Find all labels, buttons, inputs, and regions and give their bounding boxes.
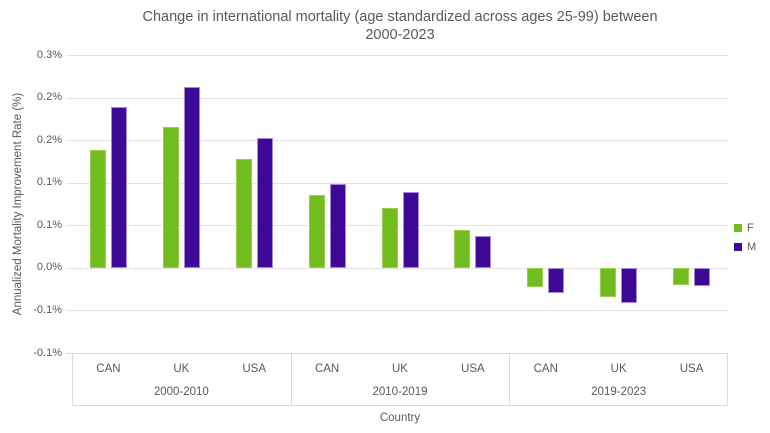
bar-f-can-2000-2010 [89, 150, 106, 268]
bar-f-usa-2010-2019 [454, 229, 471, 268]
bar-m-usa-2010-2019 [475, 236, 492, 268]
gridline [66, 182, 728, 184]
bar-f-uk-2000-2010 [162, 127, 179, 268]
chart-title-line1: Change in international mortality (age s… [142, 9, 658, 25]
legend-item-f: F [734, 222, 756, 234]
bar-f-usa-2000-2010 [235, 158, 252, 268]
country-label: USA [242, 363, 267, 375]
gridline [66, 97, 728, 99]
country-label: CAN [96, 363, 121, 375]
plot-area [66, 55, 728, 354]
country-label: UK [391, 363, 408, 375]
bar-m-usa-2019-2023 [694, 267, 711, 286]
x-axis-bottom-line [72, 405, 728, 406]
bar-f-uk-2019-2023 [600, 267, 617, 297]
bar-m-can-2010-2019 [329, 183, 346, 268]
bar-m-usa-2000-2010 [256, 137, 273, 268]
country-label: UK [173, 363, 190, 375]
country-label: USA [461, 363, 485, 375]
bar-m-uk-2000-2010 [183, 87, 200, 268]
y-tick-label: 0.2% [36, 133, 62, 146]
bar-m-uk-2010-2019 [402, 192, 419, 268]
bar-f-can-2019-2023 [527, 267, 544, 288]
y-tick-label: 0.0% [36, 261, 62, 274]
bar-f-usa-2019-2023 [673, 267, 690, 285]
gridline [66, 310, 728, 312]
group-separator [727, 353, 728, 405]
group-label: 2019-2023 [591, 386, 647, 398]
group-label: 2000-2010 [153, 386, 209, 398]
chart-title-line2: 2000-2023 [365, 27, 435, 43]
group-separator [72, 353, 73, 405]
legend-label-m: M [747, 241, 757, 253]
bar-m-uk-2019-2023 [621, 267, 638, 303]
country-label: USA [679, 363, 704, 375]
y-tick-label: 0.1% [36, 176, 62, 189]
country-label: UK [610, 363, 627, 375]
gridline [66, 353, 728, 354]
legend-swatch-f [734, 224, 742, 232]
country-label: CAN [314, 363, 340, 375]
legend-label-f: F [747, 222, 754, 234]
bar-f-uk-2010-2019 [381, 208, 398, 268]
country-label: CAN [533, 363, 558, 375]
y-tick-label: 0.3% [36, 48, 62, 61]
gridline [66, 140, 728, 142]
y-tick-label: 0.1% [36, 218, 62, 231]
bar-f-can-2010-2019 [308, 195, 325, 268]
group-label: 2010-2019 [372, 386, 428, 398]
x-axis: CAN UK USA CAN UK USA CAN UK USA 2000-2010 2010-20… [72, 353, 728, 406]
chart-title: Change in international mortality (age s… [100, 8, 700, 44]
group-separator [509, 353, 511, 405]
y-tick-label: -0.1% [33, 346, 62, 359]
gridline [66, 267, 728, 269]
bar-m-can-2000-2010 [110, 106, 127, 268]
gridline [66, 55, 728, 56]
x-axis-title: Country [379, 412, 421, 424]
group-separator [290, 353, 292, 405]
legend-swatch-m [734, 243, 742, 251]
legend-item-m: M [734, 241, 756, 253]
y-tick-label: -0.1% [33, 303, 62, 316]
y-tick-label: 0.2% [36, 91, 62, 104]
bar-m-can-2019-2023 [548, 267, 565, 294]
